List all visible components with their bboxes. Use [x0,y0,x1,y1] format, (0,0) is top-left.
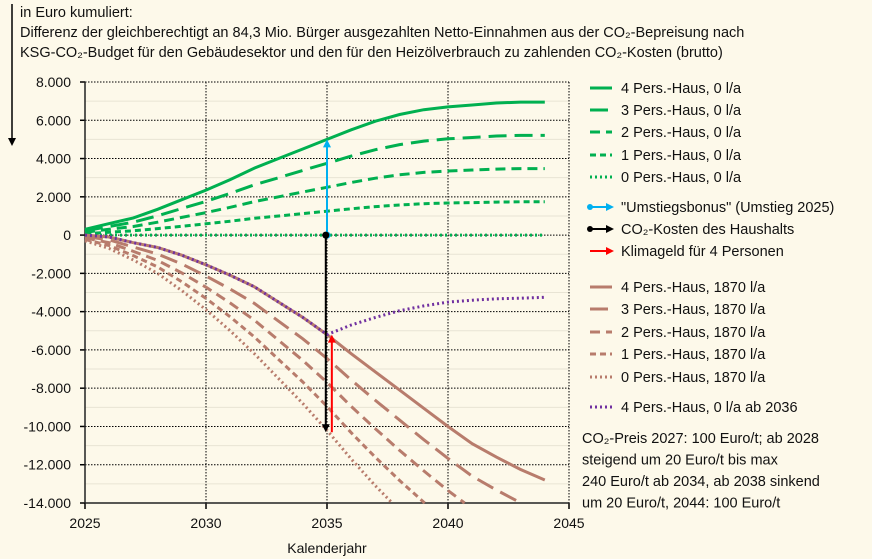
y-tick-label: 2.000 [36,189,71,205]
legend-annotation-label-1: "Umstiegsbonus" (Umstieg 2025) [621,200,834,216]
x-tick-label: 2040 [432,515,463,531]
legend-label-10: 0 Pers.-Haus, 1870 l/a [621,370,766,386]
legend-annotation-label-2: CO₂-Kosten des Haushalts [621,222,794,238]
x-axis-label: Kalenderjahr [287,540,367,556]
legend-arrow-dot-1 [587,204,593,210]
series-line-1 [84,100,545,231]
header-line-1: in Euro kumuliert: [20,5,133,21]
legend-label-11: 4 Pers.-Haus, 0 l/a ab 2036 [621,400,798,416]
y-tick-label: -4.000 [31,304,71,320]
note-line-2: steigend um 20 Euro/t bis max [582,453,779,469]
plot-area: 8.000 6.000 4.000 2.000 0 -2.000 -4.000 -6.000 -… [24,74,585,531]
series-line-4 [84,200,545,236]
legend-annotation-label-3: Klimageld für 4 Personen [621,244,784,260]
y-tick-label: -6.000 [31,342,71,358]
legend-label-4: 1 Pers.-Haus, 0 l/a [621,148,742,164]
legend-arrow-head-2 [606,225,614,233]
co2-kosten-arrow-head [321,424,330,433]
x-tick-label: 2030 [190,515,221,531]
legend-arrow-head-3 [606,247,614,255]
series-line-2 [84,133,545,233]
y-axis-direction-arrow [8,4,16,146]
legend-label-6: 4 Pers.-Haus, 1870 l/a [621,280,766,296]
legend-label-3: 2 Pers.-Haus, 0 l/a [621,125,742,141]
y-tick-label: 6.000 [36,112,71,128]
legend-label-7: 3 Pers.-Haus, 1870 l/a [621,302,766,318]
y-tick-label: 0 [63,227,71,243]
header-line-3: KSG-CO₂-Budget für den Gebäudesektor und… [20,45,723,61]
klimageld-arrow-head [327,334,336,343]
x-tick-label: 2035 [311,515,342,531]
y-tick-label: 8.000 [36,74,71,90]
y-tick-label: -10.000 [24,418,72,434]
series-group [84,100,546,505]
legend-label-5: 0 Pers.-Haus, 0 l/a [621,170,742,186]
umstiegsbonus-arrow-head [323,139,331,148]
legend-arrow-head-1 [606,203,614,211]
note-line-4: um 20 Euro/t, 2044: 100 Euro/t [582,496,780,512]
series-line-3 [84,167,545,234]
annotations [321,139,336,433]
series-line-9 [84,237,426,505]
note-line-3: 240 Euro/t ab 2034, ab 2038 sinkend [582,474,820,490]
legend-label-1: 4 Pers.-Haus, 0 l/a [621,81,742,97]
series-line-10 [84,239,394,505]
y-tick-label: -14.000 [24,495,72,511]
legend: 4 Pers.-Haus, 0 l/a 3 Pers.-Haus, 0 l/a 2 … [587,81,834,416]
note-line-1: CO₂-Preis 2027: 100 Euro/t; ab 2028 [582,431,819,447]
x-tick-label: 2025 [69,515,100,531]
y-tick-label: -8.000 [31,380,71,396]
co2-kosten-arrow-dot [322,231,330,239]
legend-label-9: 1 Pers.-Haus, 1870 l/a [621,347,766,363]
legend-label-2: 3 Pers.-Haus, 0 l/a [621,103,742,119]
series-line-11 [84,233,545,337]
y-tick-label: -12.000 [24,457,72,473]
series-line-7 [84,235,522,505]
series-line-8 [84,236,466,505]
y-tick-label: -2.000 [31,265,71,281]
header-line-2: Differenz der gleichberechtigt an 84,3 M… [20,25,744,41]
price-note: CO₂-Preis 2027: 100 Euro/t; ab 2028 steig… [582,431,820,512]
legend-label-8: 2 Pers.-Haus, 1870 l/a [621,325,766,341]
legend-arrow-dot-2 [587,226,593,232]
x-tick-label: 2045 [553,515,584,531]
y-tick-label: 4.000 [36,151,71,167]
